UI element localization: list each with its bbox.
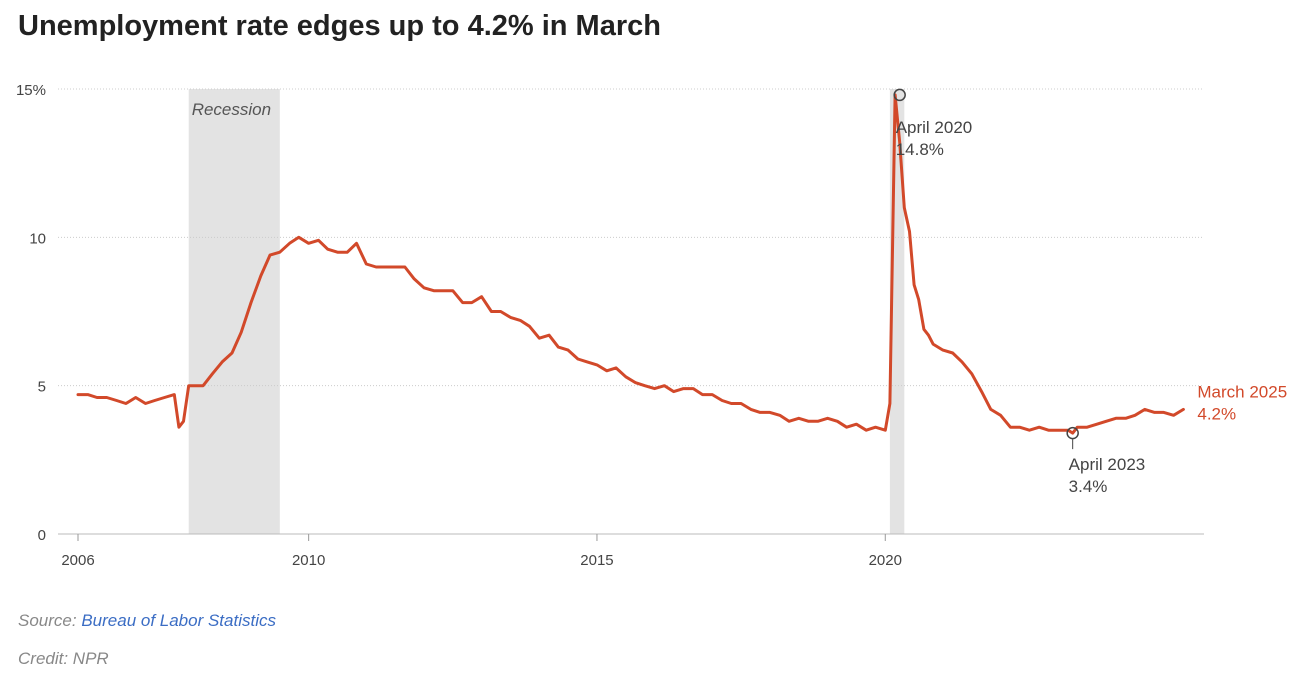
gridlines: 0 5 10 15% — [16, 82, 1204, 544]
annotation-value: 4.2% — [1197, 404, 1236, 423]
x-tick-label: 2010 — [292, 552, 325, 569]
y-tick-label: 0 — [38, 527, 46, 544]
y-tick-label: 15% — [16, 82, 46, 99]
annotation-marker — [1066, 426, 1079, 440]
source-label: Source: — [18, 611, 77, 630]
source-line: Source: Bureau of Labor Statistics — [18, 611, 276, 631]
annotation-marker — [893, 88, 906, 102]
y-tick-label: 5 — [38, 379, 46, 396]
annotation-label: March 2025 — [1197, 382, 1287, 401]
chart-title: Unemployment rate edges up to 4.2% in Ma… — [18, 10, 661, 42]
annotation-value: 14.8% — [896, 140, 944, 159]
credit-line: Credit: NPR — [18, 649, 109, 668]
annotation-label: April 2020 — [896, 118, 973, 137]
x-tick-label: 2020 — [869, 552, 902, 569]
annotations: April 2020 14.8% April 2023 3.4% March 2025 4… — [893, 88, 1287, 496]
x-axis: 2006 2010 2015 2020 — [61, 534, 902, 569]
x-tick-label: 2015 — [580, 552, 613, 569]
series-line — [76, 93, 1185, 435]
y-tick-label: 10 — [29, 230, 46, 247]
recession-band — [188, 89, 280, 534]
recession-label: Recession — [192, 100, 271, 119]
series-layer — [76, 93, 1185, 435]
annotation-value: 3.4% — [1069, 477, 1108, 496]
x-tick-label: 2006 — [61, 552, 94, 569]
recession-bands: Recession — [188, 89, 905, 534]
source-link[interactable]: Bureau of Labor Statistics — [81, 611, 276, 630]
annotation-label: April 2023 — [1069, 455, 1146, 474]
